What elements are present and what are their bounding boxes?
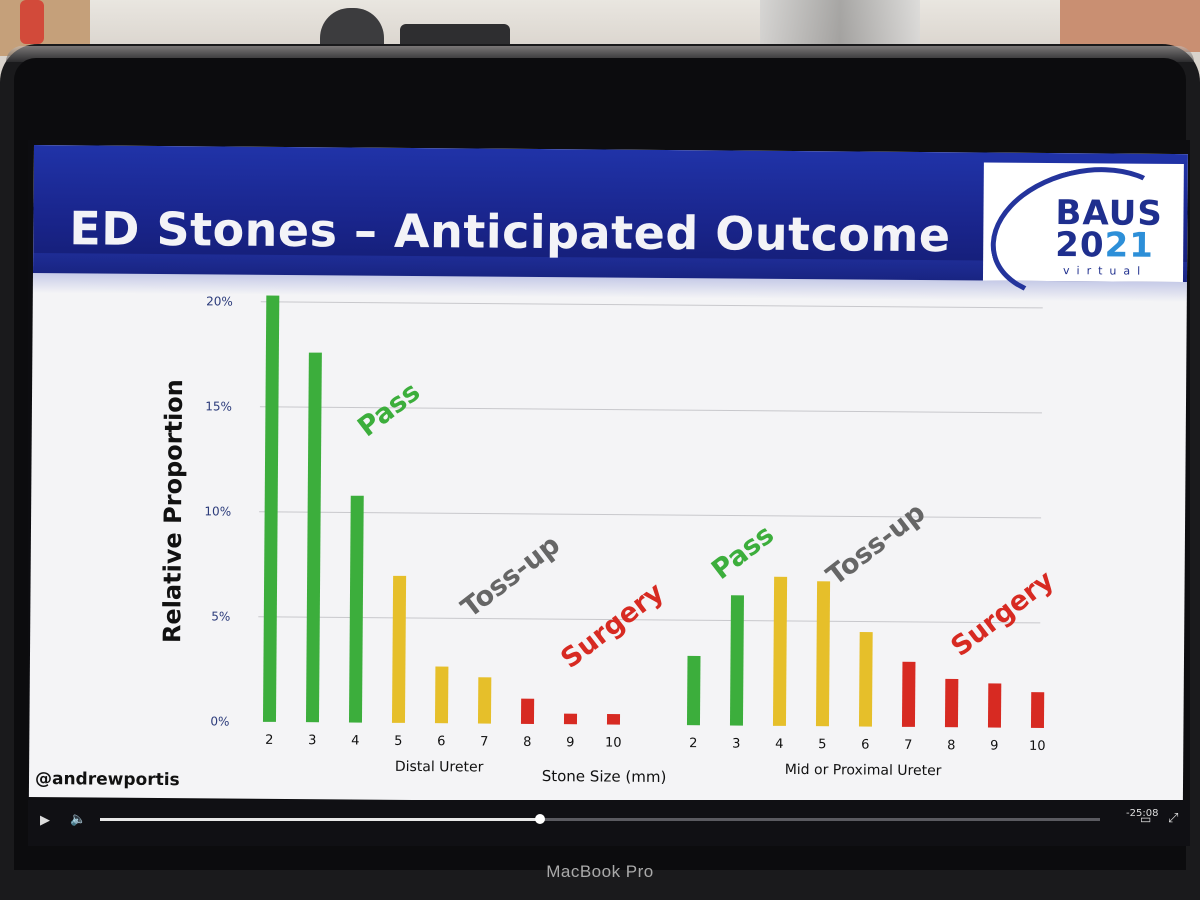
bar [563,713,578,725]
twitter-handle: @andrewportis [34,769,180,791]
bar [520,698,535,724]
x-tick-label: 9 [990,739,998,754]
x-axis-label: Stone Size (mm) [542,767,667,786]
bar [1030,692,1045,728]
bar [772,576,788,726]
bar [606,714,621,725]
laptop-screen: ED Stones – Anticipated Outcome BAUS 202… [28,140,1190,840]
x-tick-label: 2 [265,733,273,748]
kitchen-background [0,0,1200,60]
x-tick-label: 6 [437,734,445,749]
x-tick-label: 2 [689,736,697,751]
pip-icon[interactable]: ▭ [1140,812,1152,826]
brick-wall [1060,0,1200,52]
outcome-annotation: Toss-up [821,497,931,592]
y-tick-label: 15% [205,399,232,413]
gridline [259,406,1042,414]
device-brand: MacBook Pro [546,862,654,881]
bar [262,295,280,722]
bar [434,666,449,724]
y-axis-label: Relative Proportion [158,379,188,643]
dish-rack [760,0,920,50]
y-tick-label: 5% [211,609,230,623]
gridline [258,616,1041,624]
outcome-annotation: Pass [352,376,426,443]
x-tick-label: 10 [605,736,622,751]
video-player-controls: ▶ 🔈 -25:08 ▭ ⤢ [28,800,1190,846]
group-label: Mid or Proximal Ureter [785,762,942,779]
x-tick-label: 3 [308,733,316,748]
bar [391,575,407,723]
volume-icon[interactable]: 🔈 [70,812,87,827]
bar [944,678,959,728]
bar [987,683,1002,728]
x-tick-label: 4 [775,737,783,752]
outcome-annotation: Pass [706,519,780,586]
time-remaining: -25:08 [1126,808,1159,819]
bar [729,595,744,726]
x-tick-label: 10 [1029,739,1046,754]
gridline [260,301,1043,309]
red-object [20,0,44,44]
x-tick-label: 4 [351,734,359,749]
play-icon[interactable]: ▶ [40,813,50,828]
x-tick-label: 9 [566,735,574,750]
presentation-slide: ED Stones – Anticipated Outcome BAUS 202… [28,145,1188,807]
bar [858,631,873,727]
bar [901,661,916,727]
x-tick-label: 8 [523,735,531,750]
x-tick-label: 5 [818,737,826,752]
x-tick-label: 7 [480,735,488,750]
gridline [259,511,1042,519]
y-tick-label: 0% [210,714,229,728]
bar [686,655,701,726]
bar [305,352,322,723]
bar [815,581,831,727]
fullscreen-icon[interactable]: ⤢ [1168,811,1179,826]
seek-bar[interactable] [100,814,1100,824]
seek-handle[interactable] [535,814,545,824]
bar-chart: 0% 5% 10% 15% 20% Relative Proportion 2 3 4 5 6 7 8 9… [158,294,1060,786]
x-tick-label: 3 [732,737,740,752]
bar [348,495,364,723]
outcome-annotation: Surgery [945,565,1060,663]
seek-progress [100,818,540,821]
x-tick-label: 5 [394,734,402,749]
x-tick-label: 6 [861,738,869,753]
x-tick-label: 8 [947,738,955,753]
bar [477,677,492,724]
x-tick-label: 7 [904,738,912,753]
outcome-annotation: Surgery [555,576,670,674]
outcome-annotation: Toss-up [456,529,566,624]
group-label: Distal Ureter [395,759,484,776]
y-tick-label: 20% [206,294,233,308]
y-tick-label: 10% [204,504,231,518]
